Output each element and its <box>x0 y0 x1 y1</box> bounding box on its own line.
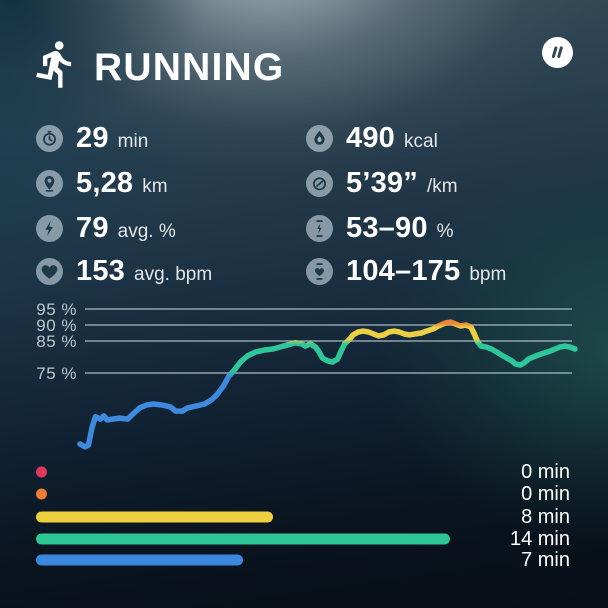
zone-bar-blue <box>36 554 243 566</box>
stat-value: 79 <box>76 211 109 244</box>
stat-unit: kcal <box>404 130 438 152</box>
zone-bar-green <box>36 533 450 545</box>
chart-ytick-labels: 95 %90 %85 % 75 % <box>36 300 77 383</box>
stat-intensity-range: 53–90 % <box>306 212 454 245</box>
zone-bar-orange <box>36 488 47 500</box>
stat-heart-rate-range: 104–175 bpm <box>306 255 506 288</box>
stat-value: 5,28 <box>76 166 134 199</box>
heart-rate-chart: 95 %90 %85 % 75 % <box>36 300 578 450</box>
stat-intensity-range-text: 53–90 % <box>346 212 454 245</box>
svg-text:95 %: 95 % <box>36 300 77 319</box>
stat-distance: 5,28 km <box>36 167 168 200</box>
zone-row-red: 0 min <box>36 461 570 483</box>
zone-label: 14 min <box>509 528 570 550</box>
svg-text:85 %: 85 % <box>36 332 77 351</box>
stat-unit: km <box>142 175 168 197</box>
heart-icon <box>36 257 63 285</box>
stat-value: 5’39” <box>346 166 418 199</box>
stat-avg-heart-rate: 153 avg. bpm <box>36 255 212 288</box>
stat-avg-intensity: 79 avg. % <box>36 212 176 245</box>
stat-unit: /km <box>426 175 458 197</box>
stat-pace: 5’39” /km <box>306 167 458 200</box>
stat-value: 53–90 <box>346 211 428 244</box>
zone-row-orange: 0 min <box>36 483 570 505</box>
stat-value: 490 <box>346 121 395 154</box>
stat-value: 104–175 <box>346 254 461 287</box>
page-title: RUNNING <box>94 46 285 89</box>
stat-avg-intensity-text: 79 avg. % <box>76 212 176 245</box>
clock-icon <box>36 124 63 152</box>
chart-gridlines <box>85 308 572 374</box>
stat-avg-heart-rate-text: 153 avg. bpm <box>76 255 212 288</box>
pace-gauge-icon <box>306 169 333 197</box>
lightning-icon <box>36 214 63 242</box>
zone-label: 0 min <box>521 483 570 505</box>
zone-row-green: 14 min <box>36 528 570 550</box>
zone-row-yellow: 8 min <box>36 506 570 528</box>
stat-unit: % <box>436 220 454 242</box>
zone-label: 0 min <box>521 461 570 483</box>
stat-heart-rate-range-text: 104–175 bpm <box>346 255 506 288</box>
stat-value: 153 <box>76 254 125 287</box>
stat-value: 29 <box>76 121 109 154</box>
stat-unit: min <box>117 130 149 152</box>
stat-duration: 29 min <box>36 122 148 155</box>
brand-slashes-logo <box>542 37 573 68</box>
heart-rate-line-series <box>77 319 578 450</box>
stat-calories: 490 kcal <box>306 122 438 155</box>
svg-text:90 %: 90 % <box>36 316 77 335</box>
zone-label: 7 min <box>521 549 570 571</box>
zone-label: 8 min <box>521 506 570 528</box>
location-pin-icon <box>36 169 63 197</box>
zone-bar-yellow <box>36 511 273 523</box>
stat-unit: avg. bpm <box>134 263 213 285</box>
stat-unit: avg. % <box>117 220 176 242</box>
stat-unit: bpm <box>469 263 507 285</box>
lightning-range-icon <box>306 214 333 242</box>
zone-bar-red <box>36 466 47 478</box>
heart-range-icon <box>306 257 333 285</box>
stat-duration-text: 29 min <box>76 122 148 155</box>
svg-text:75 %: 75 % <box>36 364 77 383</box>
zone-row-blue: 7 min <box>36 549 570 571</box>
calories-flame-icon <box>306 124 333 152</box>
stat-pace-text: 5’39” /km <box>346 167 458 200</box>
stat-calories-text: 490 kcal <box>346 122 438 155</box>
stat-distance-text: 5,28 km <box>76 167 168 200</box>
runner-icon <box>30 36 82 92</box>
